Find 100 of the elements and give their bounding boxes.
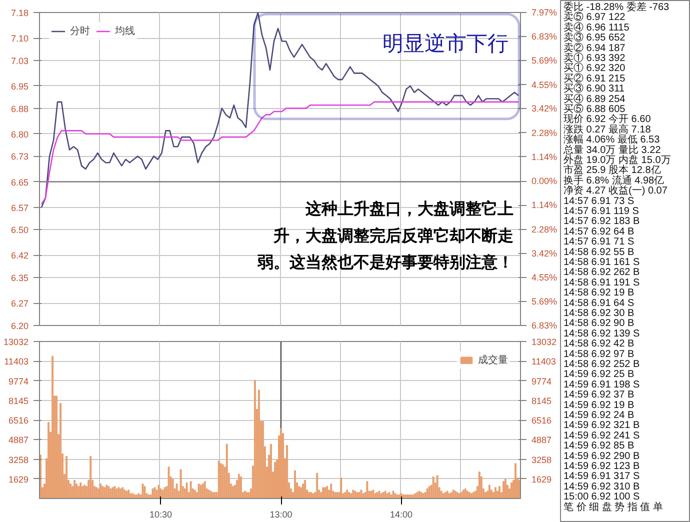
text: 换手 6.8% 流通 4.98亿 <box>564 174 664 186</box>
annotation: 这种上升盘口，大盘调整它上升，大盘调整完后反弹它却不断走弱。这当然也不是好事要特别注意！ <box>256 199 514 272</box>
text: 14:59 6.92 321 B <box>564 420 640 432</box>
text: 笔 价 细 盘 势 指 值 单 <box>564 500 663 513</box>
text: 买② 6.91 215 <box>564 72 626 84</box>
y2-tick-label: 5.69% <box>532 56 558 66</box>
y-tick-label: 9774 <box>8 376 29 386</box>
y-tick-label: 7.10 <box>10 34 29 44</box>
y-tick-label: 6.20 <box>10 321 29 331</box>
text: 卖② 6.94 187 <box>564 42 626 54</box>
y2-tick-label: 8145 <box>532 396 552 406</box>
text: 卖③ 6.95 652 <box>564 32 626 44</box>
text: 现价 6.92 今开 6.60 <box>564 113 652 126</box>
text: 14:58 6.92 97 B <box>564 348 634 360</box>
y-tick-label: 6.50 <box>10 225 29 236</box>
text: 14:57 6.91 73 S <box>564 196 634 207</box>
text: 14:59 6.92 25 B <box>564 369 634 380</box>
text: 委比 -18.28% 委差 -763 <box>564 1 670 13</box>
text: 14:58 6.91 191 S <box>564 277 640 288</box>
text: 市盈 25.9 股本 12.8亿 <box>564 164 661 176</box>
text: 卖④ 6.96 1115 <box>564 21 630 34</box>
y-tick-label: 4887 <box>8 435 29 446</box>
text: 14:57 6.91 71 S <box>564 236 634 248</box>
y-tick-label: 6.88 <box>10 104 29 114</box>
text: 总量 34.0万 量比 3.22 <box>562 144 662 156</box>
text: 外盘 19.0万 内盘 15.0万 <box>564 154 671 166</box>
y-tick-label: 3258 <box>8 454 29 465</box>
y2-tick-label: 4.55% <box>532 80 558 90</box>
text: 14:58 6.91 161 S <box>564 257 640 268</box>
text: 14:59 6.91 317 S <box>564 471 640 482</box>
text: 涨幅 4.06% 最低 6.53 <box>564 134 660 146</box>
x-tick-label: 13:00 <box>270 510 292 520</box>
y2-tick-label: 2.28% <box>532 128 558 138</box>
y2-tick-label: 7.97% <box>532 8 558 18</box>
y2-tick-label: 5.69% <box>532 296 558 306</box>
text: 买① 6.92 320 <box>564 62 626 74</box>
x-tick-label: 14:00 <box>390 510 413 520</box>
y-tick-label: 13032 <box>3 337 29 347</box>
text: 14:59 6.92 19 B <box>564 400 634 411</box>
text: 净资 4.27 收益(一) 0.07 <box>564 184 668 197</box>
y2-tick-label: 1629 <box>532 474 552 484</box>
y2-tick-label: 1.14% <box>532 152 558 162</box>
y2-tick-label: 0.00% <box>532 176 558 186</box>
y-tick-label: 6.73 <box>10 152 29 162</box>
y2-tick-label: 6.83% <box>532 32 558 42</box>
y2-tick-label: 4887 <box>532 435 552 446</box>
text: 买④ 6.89 254 <box>564 92 626 105</box>
legend-label: 分时 <box>70 24 90 38</box>
text: 14:59 6.92 24 B <box>564 410 634 421</box>
text: 14:58 6.92 30 B <box>564 308 634 319</box>
text: 14:58 6.92 19 B <box>564 288 634 299</box>
y2-tick-label: 3.42% <box>532 104 558 114</box>
text: 14:58 6.92 139 S <box>564 328 640 340</box>
y2-tick-label: 2.28% <box>532 224 558 234</box>
y-tick-label: 6.80 <box>10 129 29 140</box>
y-tick-label: 6.27 <box>10 298 29 309</box>
y-tick-label: 1629 <box>8 474 29 484</box>
y-tick-label: 11403 <box>4 356 28 367</box>
text: 14:59 6.92 310 B <box>564 481 640 492</box>
y2-tick-label: 13032 <box>532 337 557 347</box>
text: 14:58 6.92 252 B <box>564 359 640 370</box>
text: 买③ 6.90 311 <box>564 82 625 95</box>
y2-tick-label: 6.83% <box>532 320 558 330</box>
text: 14:59 6.92 37 B <box>564 390 634 401</box>
y-tick-label: 8145 <box>8 396 29 406</box>
text: 14:58 6.92 90 B <box>564 318 634 330</box>
y-tick-label: 6.57 <box>10 202 29 213</box>
text: 14:59 6.92 241 S <box>564 430 640 442</box>
text: 14:58 6.92 55 B <box>564 246 634 258</box>
text: 14:57 6.91 119 S <box>564 206 640 217</box>
y2-tick-label: 4.55% <box>532 272 558 282</box>
text: 卖⑤ 6.97 122 <box>564 11 626 24</box>
y-tick-label: 7.18 <box>10 8 29 18</box>
text: 买⑤ 6.88 605 <box>564 103 626 115</box>
text: 14:57 6.92 64 B <box>564 226 634 238</box>
annotation: 明显逆市下行 <box>382 32 508 56</box>
y-tick-label: 7.03 <box>10 56 29 66</box>
text: 14:59 6.91 198 S <box>564 379 640 390</box>
text: 14:59 6.92 85 B <box>564 440 634 452</box>
y2-tick-label: 9774 <box>532 376 552 386</box>
text: 15:00 6.92 100 S <box>564 492 640 503</box>
y2-tick-label: 6516 <box>532 416 552 426</box>
text: 卖① 6.93 392 <box>564 52 626 64</box>
y2-tick-label: 3258 <box>532 454 552 465</box>
y-tick-label: 6.35 <box>10 273 29 284</box>
text: 涨跌 0.27 最高 7.18 <box>564 123 652 136</box>
text: 14:59 6.92 123 B <box>564 461 640 472</box>
text: 14:59 6.92 290 B <box>564 450 640 462</box>
legend-label: 成交量 <box>478 354 508 367</box>
y2-tick-label: 3.42% <box>532 248 558 258</box>
text: 14:58 6.92 42 B <box>564 338 634 350</box>
text: 14:58 6.92 262 B <box>564 267 640 278</box>
text: 14:58 6.91 64 S <box>564 298 634 309</box>
text: 14:57 6.92 183 B <box>564 216 640 228</box>
y-tick-label: 6.65 <box>10 177 29 188</box>
y2-tick-label: 1.14% <box>532 200 558 210</box>
legend-label: 均线 <box>115 24 135 38</box>
y-tick-label: 6.95 <box>10 81 29 92</box>
y-tick-label: 6.42 <box>10 250 29 261</box>
y2-tick-label: 11403 <box>532 356 556 367</box>
